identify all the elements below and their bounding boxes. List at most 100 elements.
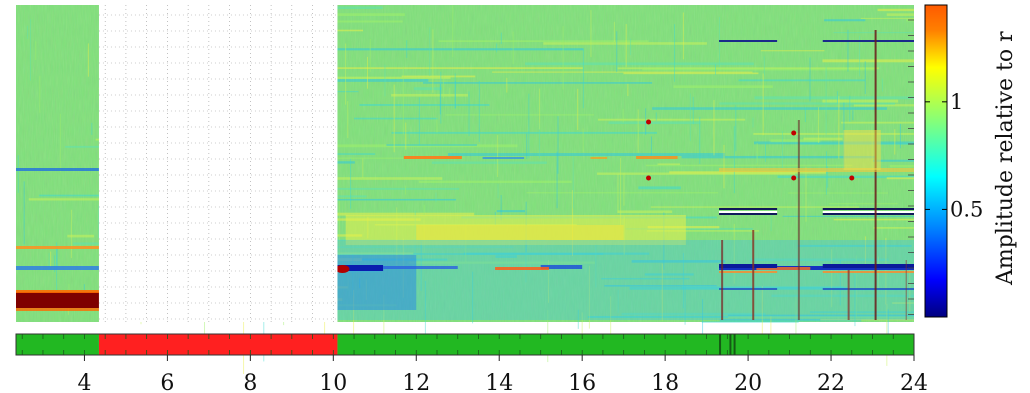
heatmap-speckle [440, 71, 442, 124]
heatmap-speckle [645, 108, 647, 135]
instrument-line [719, 40, 778, 42]
heatmap-speckle [581, 312, 583, 337]
heatmap-speckle [756, 153, 758, 164]
heatmap-speckle [764, 142, 766, 162]
heatmap-streak [496, 210, 525, 213]
heatmap-streak [788, 192, 889, 194]
heatmap-streak [782, 215, 914, 217]
heatmap-streak [623, 72, 759, 75]
heatmap-streak [447, 153, 726, 156]
x-tick-label: 8 [243, 371, 257, 393]
heatmap-streak [326, 187, 460, 190]
instrument-line [719, 208, 778, 210]
grid-lines [98, 5, 338, 322]
heatmap-speckle [613, 21, 615, 43]
heatmap-streak [754, 141, 914, 145]
heatmap-speckle [577, 88, 579, 131]
heatmap-streak [727, 314, 914, 318]
heatmap-speckle [406, 40, 408, 58]
low-amp-line [383, 266, 458, 269]
heatmap-speckle [362, 158, 364, 178]
heatmap-speckle [383, 294, 385, 341]
heatmap-streak [822, 99, 899, 103]
heatmap-speckle [204, 304, 206, 347]
vertical-artifact [905, 260, 907, 320]
heatmap-speckle [770, 209, 772, 232]
heatmap-speckle [577, 309, 579, 329]
heatmap-speckle [56, 242, 58, 305]
heatmap-speckle [650, 136, 652, 156]
heatmap-speckle [831, 249, 833, 308]
heatmap-streak [669, 171, 826, 174]
heatmap-speckle [347, 278, 349, 291]
heatmap-speckle [733, 126, 735, 194]
heatmap-streak [650, 206, 860, 208]
heatmap-speckle [838, 96, 840, 159]
heatmap-streak [495, 255, 517, 258]
heatmap-speckle [353, 289, 355, 346]
x-tick-label: 14 [485, 371, 513, 393]
heatmap-speckle [405, 122, 407, 150]
heatmap-speckle [692, 96, 694, 125]
x-tick-label: 4 [77, 371, 91, 393]
heatmap-streak [289, 212, 475, 216]
instrument-line [822, 271, 914, 273]
heatmap-speckle [449, 87, 451, 97]
vertical-artifact [752, 230, 755, 320]
heatmap-streak [822, 59, 914, 63]
missing-data-region [98, 5, 338, 322]
heatmap-speckle [674, 24, 676, 82]
status-segment-missing [98, 334, 338, 355]
heatmap-streak [771, 294, 914, 298]
heatmap-streak [809, 311, 914, 313]
heatmap-speckle [436, 117, 438, 133]
heatmap-streak [723, 316, 914, 318]
heatmap-speckle [393, 84, 395, 153]
heatmap-speckle [763, 56, 765, 76]
heatmap-speckle [887, 309, 889, 353]
low-amp-line [337, 265, 384, 271]
heatmap-speckle [881, 78, 883, 92]
heatmap-streak [841, 121, 914, 124]
heatmap-speckle [622, 108, 624, 123]
heatmap-streak [329, 67, 583, 69]
heatmap-speckle [50, 251, 52, 267]
vertical-artifact [721, 240, 724, 320]
heatmap-speckle [418, 97, 420, 146]
high-amp-line [495, 267, 549, 270]
heatmap-streak [587, 315, 729, 318]
status-event-mark [733, 334, 736, 355]
heatmap-streak [853, 104, 914, 107]
heatmap-speckle [682, 253, 684, 309]
heatmap-speckle [909, 261, 911, 312]
heatmap-speckle [582, 128, 584, 153]
heatmap-streak [608, 121, 701, 125]
heatmap-area [16, 5, 914, 375]
colorbar-gradient [924, 4, 948, 318]
heatmap-speckle [849, 95, 851, 122]
heatmap-streak [638, 186, 681, 190]
colorbar-tick-label: 0.5 [950, 197, 983, 221]
heatmap-speckle [29, 19, 31, 81]
low-amp-line [482, 157, 525, 159]
heatmap-streak [303, 258, 448, 261]
heatmap-streak [597, 172, 796, 175]
heatmap-speckle [497, 135, 499, 177]
heatmap-streak [820, 318, 914, 321]
instrument-line [822, 288, 914, 290]
heatmap-speckle [454, 73, 456, 109]
low-amp-line [540, 265, 583, 269]
heatmap-speckle [855, 255, 857, 319]
heatmap-speckle [702, 299, 704, 340]
saturated-band [16, 292, 99, 308]
heatmap-streak [309, 48, 584, 51]
instrument-line-gap [822, 211, 914, 213]
hot-spot [646, 119, 652, 125]
heatmap-speckle [405, 185, 407, 195]
heatmap-streak [753, 132, 914, 135]
instrument-line [719, 264, 778, 268]
heatmap-streak [777, 175, 914, 179]
heatmap-streak [646, 230, 760, 232]
heatmap-streak [719, 319, 862, 322]
